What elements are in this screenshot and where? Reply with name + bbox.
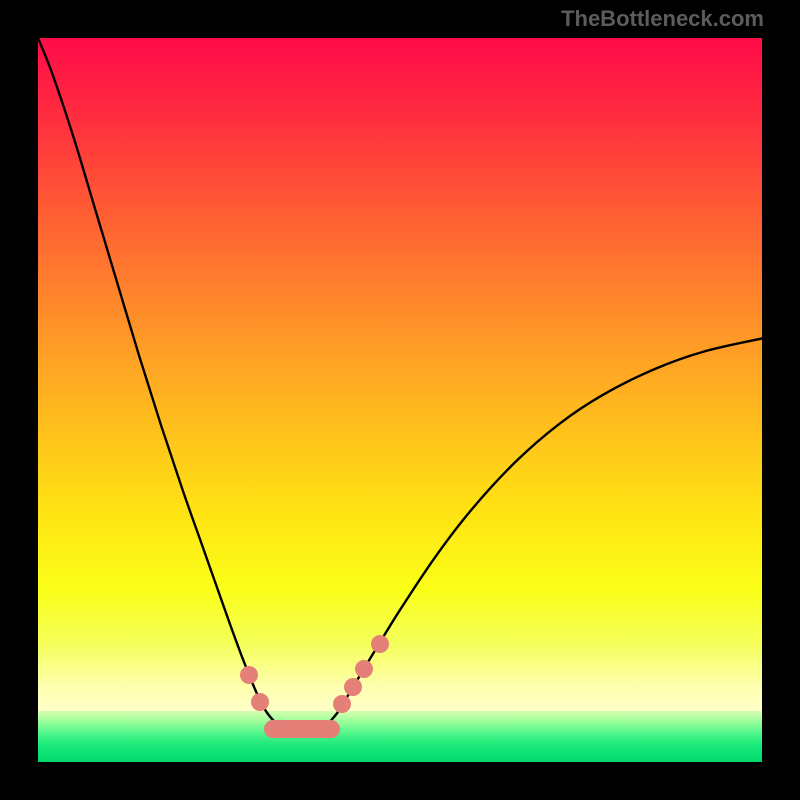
data-marker xyxy=(371,635,389,653)
watermark-text: TheBottleneck.com xyxy=(561,6,764,32)
plot-area xyxy=(38,38,762,762)
data-marker xyxy=(251,693,269,711)
curve-right-branch xyxy=(328,338,762,724)
data-marker xyxy=(355,660,373,678)
bottleneck-curve xyxy=(38,38,762,762)
curve-left-branch xyxy=(38,38,277,724)
trough-indicator xyxy=(264,720,340,738)
data-marker xyxy=(333,695,351,713)
data-marker xyxy=(344,678,362,696)
data-marker xyxy=(240,666,258,684)
